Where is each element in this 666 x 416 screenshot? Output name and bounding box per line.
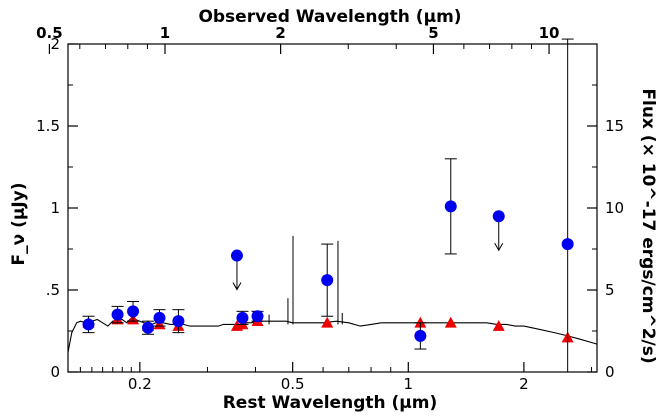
x2-axis-label: Observed Wavelength (μm): [198, 7, 461, 27]
emission-lines-group: [244, 235, 343, 325]
model-point-10: [414, 316, 427, 328]
model-point-9: [321, 316, 334, 328]
x-tick-label-2: 1: [404, 375, 414, 393]
observed-point-3: [141, 321, 154, 334]
upper-limit-arrow-6: [232, 282, 242, 291]
x-tick-label-0: 0.2: [128, 375, 152, 393]
y2-tick-label-0: 0: [605, 363, 615, 381]
x2-tick-label-2: 2: [275, 24, 285, 42]
observed-point-13: [561, 238, 574, 251]
y-tick-label-4: 2: [50, 35, 60, 53]
y2-tick-label-3: 15: [605, 117, 624, 135]
observed-point-11: [444, 200, 457, 213]
y-tick-label-2: 1: [50, 199, 60, 217]
x-tick-label-3: 2: [519, 375, 529, 393]
model-point-11: [444, 316, 457, 328]
model-point-12: [492, 320, 505, 331]
y-tick-label-0: 0: [50, 363, 60, 381]
x-axis-label: Rest Wavelength (μm): [223, 393, 438, 413]
x2-tick-label-4: 10: [539, 24, 560, 42]
observed-point-1: [111, 308, 124, 321]
y2-tick-label-1: 5: [605, 281, 615, 299]
y-tick-label-1: .5: [46, 281, 60, 299]
observed-point-5: [172, 315, 185, 328]
observed-point-0: [82, 318, 95, 331]
observed-point-8: [251, 310, 264, 323]
y-axis-label: F_ν (μJy): [9, 182, 29, 265]
y2-tick-label-2: 10: [605, 199, 624, 217]
observed-point-12: [492, 210, 505, 223]
observed-point-6: [230, 249, 243, 262]
y2-axis-label: Flux (× 10^-17 ergs/cm^2/s): [638, 88, 658, 363]
observed-point-2: [127, 305, 140, 318]
observed-points-group: [82, 38, 574, 372]
x2-tick-label-1: 1: [160, 24, 170, 42]
x2-tick-label-3: 5: [428, 24, 438, 42]
observed-point-4: [153, 311, 166, 324]
observed-point-10: [414, 329, 427, 342]
upper-limit-arrow-12: [494, 242, 504, 252]
x2-tick-label-0: 0.5: [36, 24, 63, 42]
x-tick-label-1: 0.5: [281, 375, 305, 393]
y-tick-label-3: 1.5: [36, 117, 60, 135]
observed-point-9: [321, 274, 334, 287]
observed-point-7: [236, 311, 249, 324]
